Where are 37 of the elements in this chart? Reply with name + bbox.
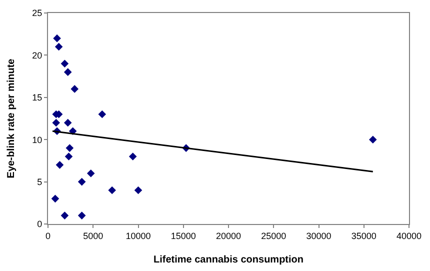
y-axis-title: Eye-blink rate per minute bbox=[6, 58, 18, 178]
point bbox=[66, 144, 74, 152]
y-tick-label: 25 bbox=[32, 8, 42, 18]
point bbox=[369, 136, 377, 144]
point bbox=[78, 212, 86, 220]
point bbox=[53, 34, 61, 42]
x-tick-label: 0 bbox=[45, 230, 51, 241]
y-tick-label: 20 bbox=[32, 50, 42, 60]
point bbox=[98, 110, 106, 118]
x-tick-label: 30000 bbox=[306, 230, 332, 241]
x-tick-label: 15000 bbox=[170, 230, 196, 241]
x-tick-label: 5000 bbox=[83, 230, 104, 241]
y-tick-label: 15 bbox=[32, 92, 42, 103]
y-tick-label: 0 bbox=[37, 219, 42, 230]
point bbox=[134, 186, 142, 194]
point bbox=[51, 194, 60, 203]
point bbox=[70, 85, 79, 93]
point bbox=[86, 169, 95, 178]
y-tick-label: 5 bbox=[37, 176, 42, 187]
x-tick-label: 25000 bbox=[261, 230, 286, 241]
point bbox=[60, 60, 69, 68]
x-tick-label: 40000 bbox=[396, 230, 422, 241]
y-tick-label: 10 bbox=[32, 134, 42, 145]
x-tick-label: 20000 bbox=[216, 230, 242, 241]
point bbox=[52, 118, 60, 127]
x-axis-title: Lifetime cannabis consumption bbox=[153, 254, 304, 266]
point bbox=[60, 212, 69, 220]
point bbox=[128, 152, 137, 160]
point bbox=[64, 68, 72, 76]
point bbox=[108, 186, 116, 194]
x-tick-label: 10000 bbox=[126, 230, 151, 241]
point bbox=[64, 152, 73, 160]
point bbox=[56, 161, 64, 169]
x-tick-label: 35000 bbox=[351, 230, 376, 241]
point bbox=[54, 42, 63, 51]
point bbox=[78, 178, 86, 186]
point bbox=[64, 118, 72, 127]
